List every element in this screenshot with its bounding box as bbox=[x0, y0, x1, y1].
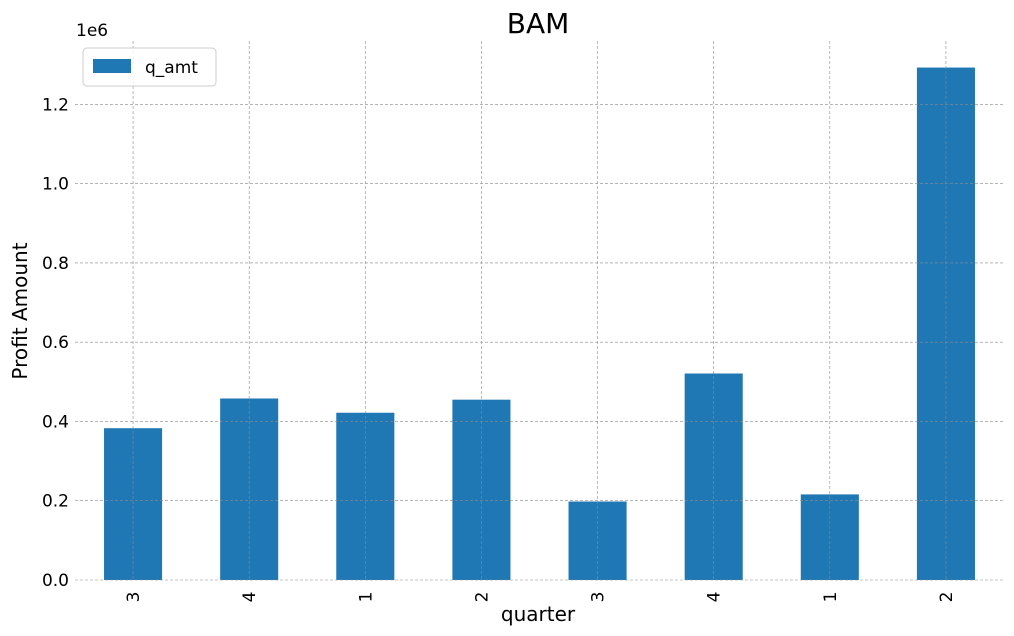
x-tick-labels: 3 4 1 2 3 4 1 2 bbox=[124, 592, 957, 603]
legend-label: q_amt bbox=[145, 58, 198, 78]
chart-title: BAM bbox=[507, 7, 570, 40]
x-tick-label: 3 bbox=[124, 592, 144, 603]
legend-frame bbox=[82, 47, 217, 87]
x-tick-label: 1 bbox=[356, 592, 376, 603]
y-tick-label: 0.8 bbox=[42, 254, 69, 274]
x-tick-label: 3 bbox=[589, 592, 609, 603]
legend-swatch bbox=[93, 59, 131, 73]
x-tick-label: 4 bbox=[240, 592, 260, 603]
y-offset-label: 1e6 bbox=[76, 21, 108, 41]
bars bbox=[104, 67, 975, 581]
grid bbox=[75, 41, 1004, 581]
y-tick-labels: 0.0 0.2 0.4 0.6 0.8 1.0 1.2 bbox=[42, 95, 69, 591]
x-tick-label: 2 bbox=[937, 592, 957, 603]
x-tick-label: 2 bbox=[472, 592, 492, 603]
bar bbox=[452, 399, 511, 580]
y-tick-label: 0.2 bbox=[42, 492, 69, 512]
y-tick-label: 0.4 bbox=[42, 412, 69, 432]
legend: q_amt bbox=[82, 47, 217, 87]
x-axis-label: quarter bbox=[501, 602, 576, 626]
y-tick-label: 1.0 bbox=[42, 175, 69, 195]
y-axis-label: Profit Amount bbox=[8, 242, 32, 379]
y-tick-label: 0.6 bbox=[42, 333, 69, 353]
y-tick-label: 1.2 bbox=[42, 95, 69, 115]
x-tick-label: 4 bbox=[705, 592, 725, 603]
y-tick-label: 0.0 bbox=[42, 571, 69, 591]
x-tick-label: 1 bbox=[821, 592, 841, 603]
